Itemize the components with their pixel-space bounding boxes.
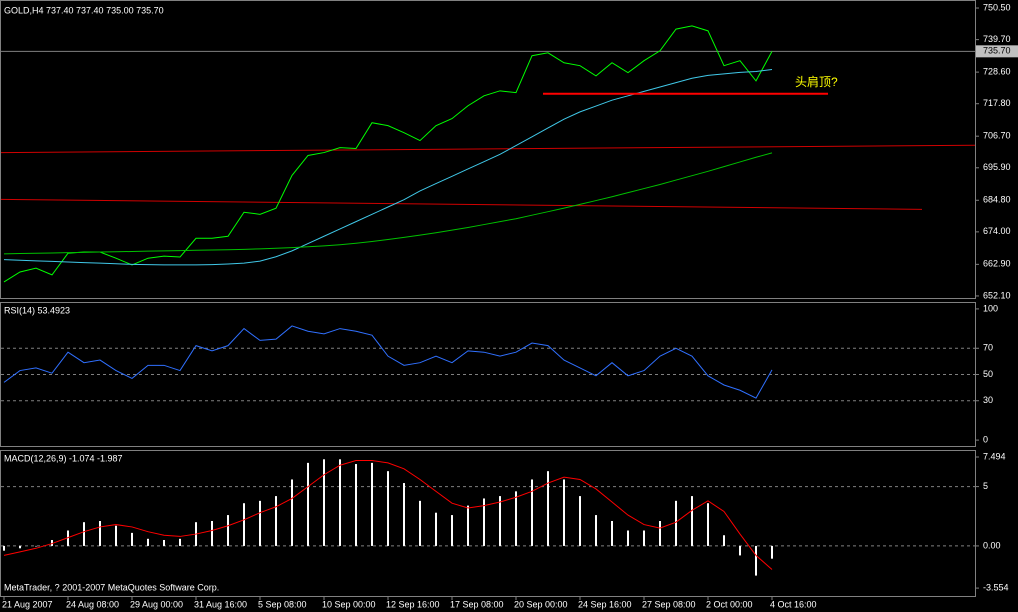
histogram-bar	[723, 535, 725, 546]
y-tick-label: 7.494	[983, 451, 1006, 461]
y-tick-label: 728.60	[983, 66, 1011, 76]
histogram-bar	[675, 500, 677, 546]
x-tick-label: 17 Sep 08:00	[450, 599, 504, 609]
y-tick-label: 30	[983, 395, 993, 405]
histogram-bar	[659, 521, 661, 546]
histogram-bar	[643, 530, 645, 546]
x-tick-label: 31 Aug 16:00	[194, 599, 247, 609]
footer: MetaTrader, ? 2001-2007 MetaQuotes Softw…	[4, 582, 219, 592]
histogram-bar	[243, 503, 245, 546]
y-tick-label: 706.70	[983, 131, 1011, 141]
histogram-bar	[611, 521, 613, 546]
histogram-bar	[67, 530, 69, 546]
histogram-bar	[435, 512, 437, 546]
histogram-bar	[755, 545, 757, 576]
series-line	[3, 325, 773, 399]
histogram-bar	[3, 545, 5, 551]
y-tick-label: 739.70	[983, 34, 1011, 44]
y-tick-label: 70	[983, 343, 993, 353]
histogram-bar	[595, 515, 597, 546]
x-tick-label: 2 Oct 00:00	[706, 599, 753, 609]
histogram-bar	[739, 545, 741, 556]
y-tick-label: 662.90	[983, 259, 1011, 269]
histogram-bar	[227, 515, 229, 546]
histogram-bar	[627, 530, 629, 546]
histogram-bar	[371, 462, 373, 546]
histogram-bar	[323, 459, 325, 546]
y-tick-label: 5	[983, 481, 988, 491]
y-tick-label: 0.00	[983, 540, 1001, 550]
histogram-bar	[291, 479, 293, 546]
histogram-bar	[547, 471, 549, 546]
histogram-bar	[83, 522, 85, 546]
histogram-bar	[115, 525, 117, 546]
annotation: 头肩顶?	[795, 74, 838, 89]
histogram-bar	[515, 491, 517, 546]
histogram-bar	[579, 496, 581, 546]
histogram-bar	[691, 496, 693, 546]
series-line	[3, 25, 773, 283]
histogram-bar	[131, 532, 133, 546]
y-tick-label: -3.554	[983, 582, 1009, 592]
x-tick-label: 27 Sep 08:00	[642, 599, 696, 609]
histogram-bar	[179, 538, 181, 546]
histogram-bar	[467, 505, 469, 546]
x-tick-label: 20 Sep 00:00	[514, 599, 568, 609]
x-tick-label: 5 Sep 08:00	[258, 599, 307, 609]
y-tick-label: 652.10	[983, 290, 1011, 300]
y-tick-label: 0	[983, 434, 988, 444]
histogram-bar	[99, 521, 101, 546]
histogram-bar	[211, 521, 213, 546]
histogram-bar	[483, 498, 485, 546]
series-line	[3, 68, 773, 266]
histogram-bar	[499, 496, 501, 546]
y-tick-label: 50	[983, 369, 993, 379]
x-tick-label: 10 Sep 00:00	[322, 599, 376, 609]
y-tick-label: 695.90	[983, 162, 1011, 172]
histogram-bar	[259, 500, 261, 546]
histogram-bar	[419, 500, 421, 546]
last-price-box	[976, 45, 1018, 58]
panel-frame	[0, 450, 976, 597]
histogram-bar	[563, 479, 565, 546]
histogram-bar	[35, 545, 37, 547]
histogram-bar	[771, 545, 773, 559]
y-tick-label: 100	[983, 303, 998, 313]
histogram-bar	[387, 471, 389, 546]
histogram-bar	[51, 539, 53, 546]
trendline	[0, 198, 923, 210]
chart-title: GOLD,H4 737.40 737.40 735.00 735.70	[4, 5, 164, 15]
last-price-label: 735.70	[983, 46, 1011, 56]
y-tick-label: 750.50	[983, 2, 1011, 12]
histogram-bar	[163, 539, 165, 546]
x-tick-label: 24 Aug 08:00	[66, 599, 119, 609]
chart-title: MACD(12,26,9) -1.074 -1.987	[4, 453, 123, 463]
histogram-bar	[355, 464, 357, 546]
histogram-bar	[307, 462, 309, 546]
x-tick-label: 4 Oct 16:00	[770, 599, 817, 609]
histogram-bar	[339, 459, 341, 546]
x-tick-label: 21 Aug 2007	[2, 599, 53, 609]
histogram-bar	[147, 538, 149, 546]
histogram-bar	[19, 545, 21, 549]
histogram-bar	[403, 483, 405, 546]
x-tick-label: 29 Aug 00:00	[130, 599, 183, 609]
x-tick-label: 24 Sep 16:00	[578, 599, 632, 609]
y-tick-label: 684.80	[983, 195, 1011, 205]
trendline	[0, 144, 976, 154]
histogram-bar	[275, 496, 277, 546]
histogram-bar	[707, 503, 709, 546]
signal-line	[3, 459, 773, 570]
chart-title: RSI(14) 53.4923	[4, 305, 70, 315]
y-tick-label: 717.80	[983, 98, 1011, 108]
y-tick-label: 674.00	[983, 226, 1011, 236]
series-line	[3, 152, 773, 255]
x-tick-label: 12 Sep 16:00	[386, 599, 440, 609]
histogram-bar	[531, 479, 533, 546]
panel-frame	[0, 0, 976, 299]
histogram-bar	[451, 515, 453, 546]
